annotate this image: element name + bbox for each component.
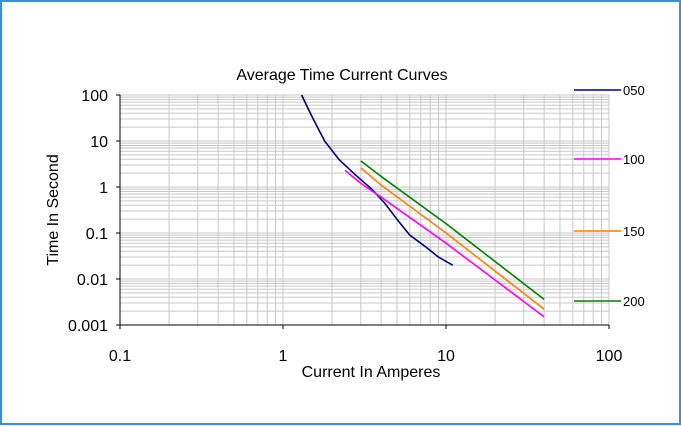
series-line-100 xyxy=(344,169,545,318)
series-line-150 xyxy=(360,167,545,310)
x-tick-label: 100 xyxy=(596,348,623,365)
x-tick-label: 1 xyxy=(279,348,288,365)
legend-label-200: 200 xyxy=(623,294,645,309)
series-line-200 xyxy=(360,160,545,301)
legend-label-150: 150 xyxy=(623,224,645,239)
y-axis-title: Time In Second xyxy=(45,154,62,265)
legend-label-050: 050 xyxy=(623,83,645,98)
legend: 050 100 150 200 xyxy=(574,83,645,309)
x-tick-label: 0.1 xyxy=(109,348,131,365)
x-axis-title: Current In Amperes xyxy=(302,364,441,381)
tick-labels: 0.1 1 10 100 100 10 1 0.1 0.01 0.001 xyxy=(68,88,622,365)
y-tick-label: 0.01 xyxy=(77,272,108,289)
chart-title: Average Time Current Curves xyxy=(236,67,447,84)
series xyxy=(300,95,545,318)
y-tick-label: 0.1 xyxy=(86,226,108,243)
y-tick-label: 100 xyxy=(81,88,108,105)
grid xyxy=(120,94,610,325)
y-tick-label: 10 xyxy=(90,134,108,151)
x-tick-label: 10 xyxy=(437,348,455,365)
y-tick-label: 0.001 xyxy=(68,318,108,335)
axes xyxy=(119,95,609,326)
legend-label-100: 100 xyxy=(623,152,645,167)
y-tick-label: 1 xyxy=(99,180,108,197)
